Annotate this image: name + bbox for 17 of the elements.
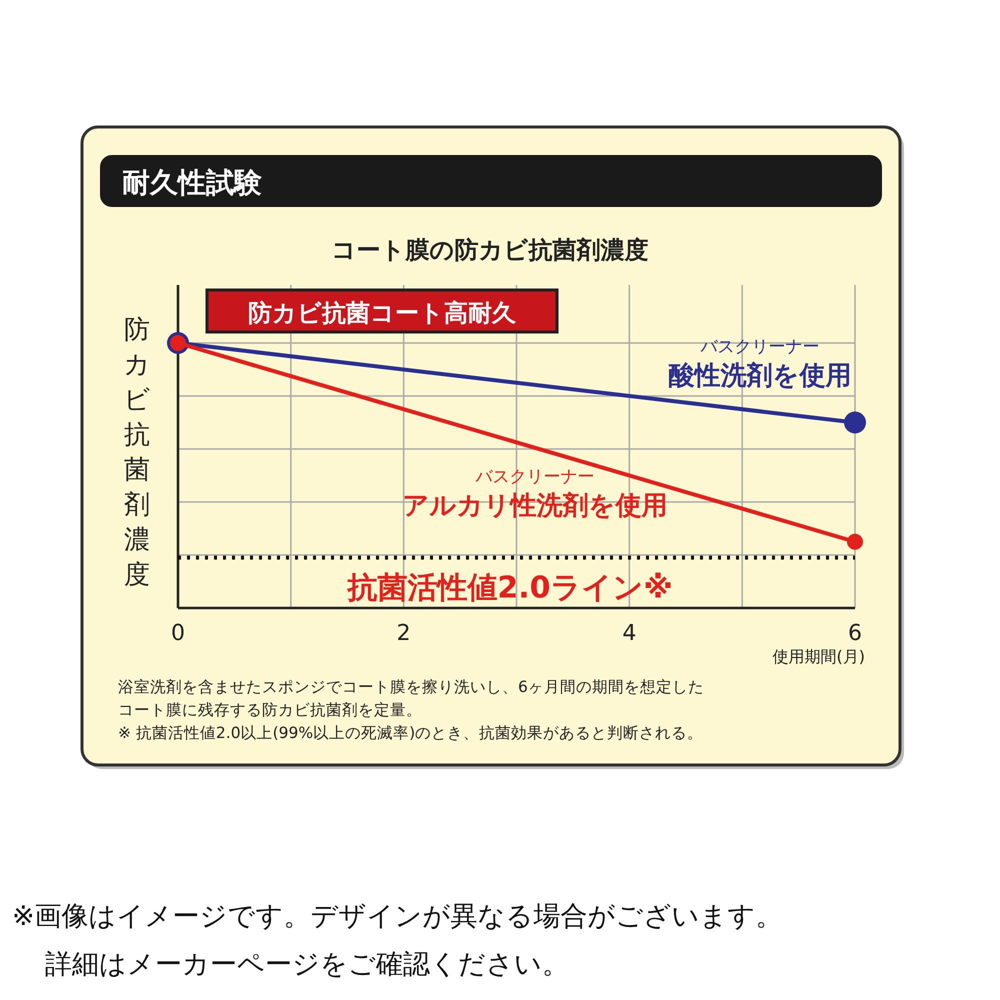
chart-title: 耐久性試験 [122, 166, 262, 199]
x-tick-label: 0 [171, 621, 185, 646]
text: 詳細はメーカーページをご確認ください。 [45, 949, 569, 980]
text: コート膜に残存する防カビ抗菌剤を定量。 [118, 701, 422, 719]
text: ※画像はイメージです。デザインが異なる場合がございます。 [12, 901, 783, 932]
text: 防カビ抗菌コート高耐久 [248, 299, 517, 327]
x-axis-title: 使用期間(月) [772, 647, 865, 666]
ref-line-label: 抗菌活性値2.0ライン※ [346, 570, 673, 606]
series-label: バスクリーナーアルカリ性洗剤を使用 [402, 467, 668, 521]
x-tick-label: 6 [848, 621, 862, 646]
series-label: バスクリーナー酸性洗剤を使用 [668, 337, 852, 391]
text: 浴室洗剤を含ませたスポンジでコート膜を擦り洗いし、6ヶ月間の期間を想定した [118, 678, 704, 696]
text: ※ 抗菌活性値2.0以上(99%以上の死滅率)のとき、抗菌効果があると判断される。 [118, 724, 704, 742]
chart-subtitle: コート膜の防カビ抗菌剤濃度 [332, 236, 648, 264]
y-axis-title: 防カビ抗菌剤濃度 [124, 315, 150, 590]
x-tick-label: 2 [396, 621, 411, 646]
x-tick-label: 4 [622, 621, 636, 646]
